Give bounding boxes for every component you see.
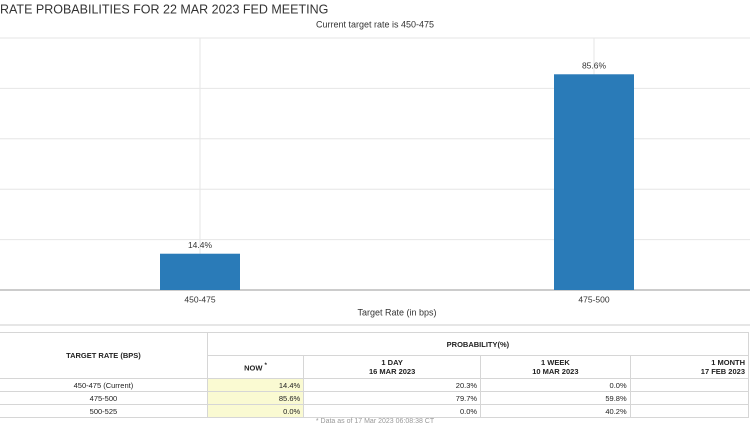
value-label: 85.6% <box>582 61 607 71</box>
bar <box>160 253 240 290</box>
cell: 14.4% <box>206 378 305 392</box>
column-header: 1 DAY 16 MAR 2023 <box>303 355 482 379</box>
row-header: TARGET RATE (BPS) <box>0 332 208 379</box>
x-tick-label: 450-475 <box>184 294 215 304</box>
x-tick-label: 475-500 <box>578 294 609 304</box>
cell <box>629 391 750 405</box>
column-name: 1 WEEK <box>540 358 570 367</box>
cell <box>629 378 750 392</box>
bar <box>554 74 634 291</box>
column-header: NOW * <box>206 355 305 379</box>
chart-subtitle: Current target rate is 450-475 <box>316 19 434 29</box>
column-name: 1 DAY <box>381 358 403 367</box>
column-name: NOW <box>244 363 263 373</box>
table-body: 450-475 (Current) 14.4% 20.3% 0.0% 475-500 85… <box>0 378 750 418</box>
cell: 59.8% <box>480 391 631 405</box>
table-row: 450-475 (Current) 14.4% 20.3% 0.0% <box>0 378 750 392</box>
cell: 79.7% <box>303 391 482 405</box>
column-header: 1 MONTH 17 FEB 2023 <box>629 355 750 379</box>
cell: 85.6% <box>206 391 305 405</box>
footnote: * Data as of 17 Mar 2023 06:08:38 CT <box>315 418 435 425</box>
cell: 0.0% <box>480 378 631 392</box>
row-label: 450-475 (Current) <box>0 378 208 392</box>
table-row: 475-500 85.6% 79.7% 59.8% <box>0 391 750 405</box>
cell: 40.2% <box>480 404 631 418</box>
column-date: 17 FEB 2023 <box>700 367 745 376</box>
table-row: 500-525 0.0% 0.0% 40.2% <box>0 404 750 418</box>
column-header: 1 WEEK 10 MAR 2023 <box>480 355 631 379</box>
cell: 0.0% <box>303 404 482 418</box>
cell <box>629 404 750 418</box>
column-date: 10 MAR 2023 <box>532 367 579 376</box>
chart: RATE PROBABILITIES FOR 22 MAR 2023 FED M… <box>0 2 750 326</box>
group-header: PROBABILITY(%) <box>206 332 750 356</box>
row-label: 500-525 <box>0 404 208 418</box>
cell: 0.0% <box>206 404 305 418</box>
value-label: 14.4% <box>188 240 213 250</box>
x-axis-label: Target Rate (in bps) <box>357 307 436 317</box>
probability-table: TARGET RATE (BPS) PROBABILITY(%) NOW * 1… <box>0 332 750 418</box>
column-mark: * <box>264 361 267 369</box>
cell: 20.3% <box>303 378 482 392</box>
column-date: 16 MAR 2023 <box>368 367 416 376</box>
chart-title: RATE PROBABILITIES FOR 22 MAR 2023 FED M… <box>0 2 328 16</box>
column-name: 1 MONTH <box>711 358 745 367</box>
row-label: 475-500 <box>0 391 208 405</box>
